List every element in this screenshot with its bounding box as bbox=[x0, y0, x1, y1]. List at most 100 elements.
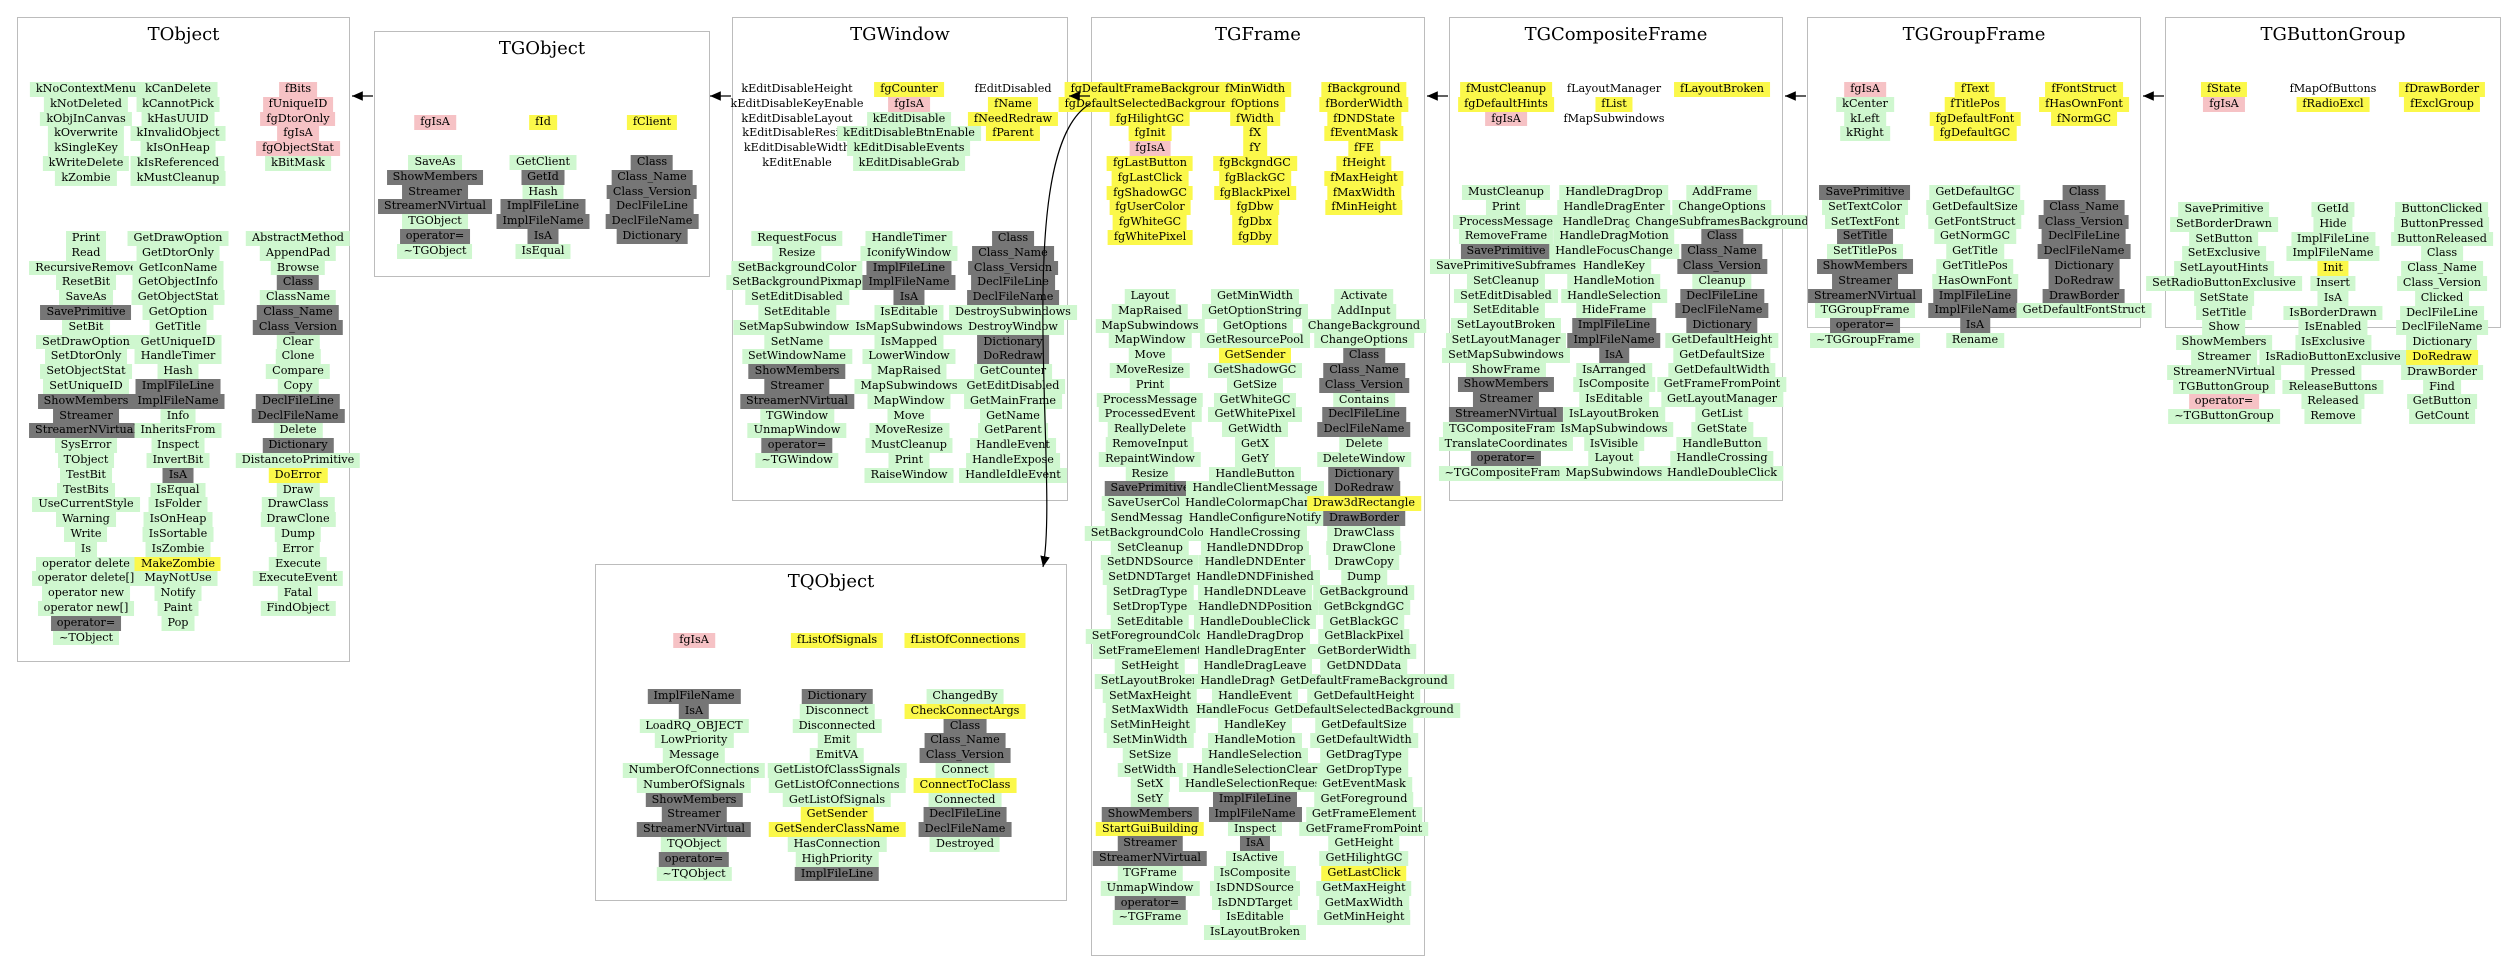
member-entry: kIsReferenced bbox=[131, 155, 225, 171]
method-entry: ~TGButtonGroup bbox=[2168, 409, 2280, 424]
method-entry: Draw3dRectangle bbox=[1307, 496, 1421, 511]
data-members-column: fgIsA kCenter kLeft kRight bbox=[1836, 82, 1894, 142]
method-entry: SavePrimitiveSubframes bbox=[1429, 258, 1583, 274]
methods-column: Class Class_Name Class_Version DeclFileLine… bbox=[2016, 185, 2152, 319]
method-entry: operator new bbox=[41, 586, 131, 601]
class-title: TGGroupFrame bbox=[1902, 24, 2046, 45]
member-entry: fTitlePos bbox=[1944, 96, 2006, 112]
method-entry: MapRaised bbox=[1112, 303, 1188, 319]
method-entry: Class bbox=[943, 718, 987, 734]
method-entry: IsMapSubwindows bbox=[1554, 421, 1674, 437]
method-entry: Dump bbox=[275, 526, 321, 542]
method-entry: ResetBit bbox=[55, 275, 117, 291]
method-entry: TGObject bbox=[402, 214, 468, 229]
method-entry: DestroySubwindows bbox=[949, 304, 1077, 320]
method-entry: TGCompositeFrame bbox=[1443, 421, 1569, 437]
method-entry: GetOption bbox=[142, 304, 214, 320]
method-entry: GetDefaultWidth bbox=[1668, 362, 1776, 378]
method-entry: RemoveInput bbox=[1106, 436, 1194, 452]
method-entry: ImplFileLine bbox=[135, 378, 221, 394]
data-members-column: fBits fUniqueID fgDtorOnly fgIsA fgObjectSta… bbox=[256, 82, 340, 171]
method-entry: SetBit bbox=[62, 319, 110, 335]
method-entry: SetX bbox=[1130, 777, 1170, 793]
method-entry: SysError bbox=[54, 438, 118, 453]
data-members-column: fListOfSignals bbox=[790, 633, 884, 648]
member-entry: kZombie bbox=[55, 170, 117, 186]
method-entry: StreamerNVirtual bbox=[1093, 851, 1207, 867]
method-entry: DeclFileLine bbox=[2400, 305, 2484, 321]
member-entry: fLayoutBroken bbox=[1674, 82, 1770, 97]
method-entry: Write bbox=[64, 526, 108, 542]
methods-column: Class Class_Name Class_Version DeclFileLine… bbox=[605, 155, 699, 244]
method-entry: ImplFileName bbox=[647, 689, 741, 704]
method-entry: GetObjectStat bbox=[131, 290, 225, 305]
member-entry: fHasOwnFont bbox=[2039, 96, 2129, 112]
method-entry: InvertBit bbox=[146, 452, 210, 468]
method-entry: SavePrimitive bbox=[1460, 244, 1552, 259]
member-entry: fBits bbox=[278, 82, 318, 97]
method-entry: IsA bbox=[1598, 347, 1630, 363]
method-entry: SetMinHeight bbox=[1104, 718, 1196, 733]
method-entry: Is bbox=[74, 541, 98, 557]
method-entry: Class_Name bbox=[1323, 362, 1405, 378]
method-entry: ImplFileLine bbox=[2290, 231, 2376, 247]
method-entry: GetSender bbox=[1218, 348, 1292, 363]
member-entry: fgDby bbox=[1232, 229, 1278, 245]
method-entry: Warning bbox=[56, 512, 116, 527]
method-entry: Connected bbox=[928, 792, 1002, 808]
method-entry: SetDragType bbox=[1106, 584, 1194, 600]
method-entry: TranslateCoordinates bbox=[1438, 436, 1574, 452]
methods-column: SavePrimitive SetBorderDrawn SetButton SetE… bbox=[2146, 202, 2302, 424]
method-entry: ClassName bbox=[260, 290, 336, 305]
method-entry: Class bbox=[2420, 246, 2464, 262]
method-entry: GetIconName bbox=[132, 260, 224, 276]
method-entry: ~TGGroupFrame bbox=[1809, 332, 1921, 348]
method-entry: Destroyed bbox=[929, 836, 1001, 852]
method-entry: ChangeOptions bbox=[1314, 333, 1414, 349]
method-entry: DrawClone bbox=[260, 512, 336, 527]
method-entry: ReleaseButtons bbox=[2282, 379, 2384, 395]
member-entry: fExclGroup bbox=[2404, 96, 2480, 112]
data-members-column: fDrawBorder fExclGroup bbox=[2398, 82, 2486, 112]
method-entry: operator= bbox=[50, 615, 122, 631]
method-entry: ButtonReleased bbox=[2391, 231, 2493, 247]
method-entry: ImplFileLine bbox=[1932, 288, 2018, 304]
method-entry: GetListOfSignals bbox=[782, 792, 892, 808]
method-entry: DeclFileName bbox=[1317, 422, 1411, 437]
data-members-column: kEditDisableHeight kEditDisableKeyEnable k… bbox=[725, 82, 870, 171]
method-entry: Activate bbox=[1334, 289, 1394, 304]
method-entry: Layout bbox=[1588, 451, 1640, 467]
member-entry: fListOfConnections bbox=[904, 633, 1026, 648]
method-entry: Show bbox=[2202, 320, 2246, 336]
method-entry: Init bbox=[2317, 261, 2349, 276]
method-entry: IsEditable bbox=[1579, 392, 1649, 407]
method-entry: DistancetoPrimitive bbox=[235, 452, 361, 468]
method-entry: IsEqual bbox=[515, 243, 571, 259]
method-entry: ~TGCompositeFrame bbox=[1438, 466, 1574, 481]
method-entry: SetDrawOption bbox=[36, 334, 136, 350]
method-entry: InheritsFrom bbox=[134, 423, 222, 439]
method-entry: StreamerNVirtual bbox=[378, 199, 492, 215]
member-entry: fgLastButton bbox=[1106, 155, 1193, 171]
method-entry: GetForeground bbox=[1314, 792, 1414, 807]
method-entry: HandleMotion bbox=[1567, 273, 1661, 289]
methods-column: AbstractMethod AppendPad Browse Class ClassN… bbox=[235, 231, 361, 616]
method-entry: SetMinWidth bbox=[1106, 732, 1194, 748]
method-entry: SavePrimitive bbox=[1819, 185, 1911, 200]
method-entry: Streamer bbox=[1117, 836, 1183, 852]
method-entry: Copy bbox=[277, 378, 319, 394]
data-members-column: fId bbox=[529, 115, 557, 130]
method-entry: HandleDragDrop bbox=[1559, 185, 1669, 200]
method-entry: ReallyDelete bbox=[1107, 422, 1193, 437]
method-entry: Move bbox=[887, 408, 931, 424]
method-entry: DoRedraw bbox=[1328, 481, 1400, 497]
method-entry: LowerWindow bbox=[862, 349, 956, 365]
method-entry: GetMainFrame bbox=[964, 393, 1062, 409]
method-entry: SetMapSubwindows bbox=[733, 319, 861, 335]
method-entry: GetClient bbox=[509, 155, 577, 170]
member-entry: fMaxWidth bbox=[1326, 185, 1402, 201]
method-entry: IsA bbox=[893, 290, 925, 305]
method-entry: DrawCopy bbox=[1328, 555, 1400, 571]
member-entry: fgDefaultFont bbox=[1929, 111, 2021, 127]
method-entry: ProcessMessage bbox=[1453, 214, 1559, 230]
